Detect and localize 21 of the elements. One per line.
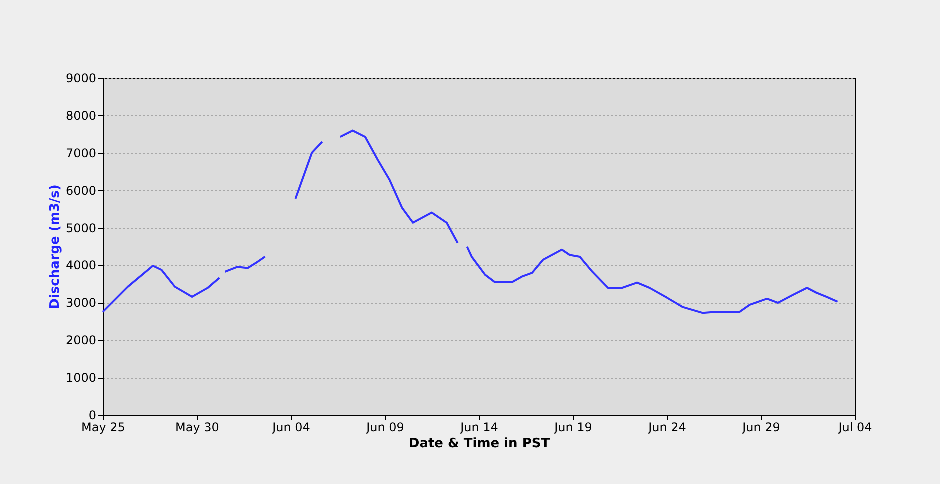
y-tick-label: 5000: [66, 221, 96, 236]
x-tick-label: May 25: [82, 420, 126, 434]
x-axis-title: Date & Time in PST: [408, 436, 550, 452]
y-tick-label: 2000: [66, 334, 96, 348]
y-tick-label: 3000: [66, 296, 96, 310]
x-tick-label: Jun 29: [742, 420, 780, 434]
y-axis-title: Discharge (m3/s): [48, 184, 63, 310]
x-tick-label: Jun 24: [648, 420, 686, 434]
y-tick-label: 6000: [66, 184, 96, 198]
x-tick-label: Jun 19: [554, 420, 592, 434]
y-tick-label: 1000: [66, 371, 96, 386]
y-tick-label: 0: [88, 408, 96, 422]
x-tick-label: Jun 04: [272, 420, 310, 434]
x-tick-label: Jun 09: [366, 420, 404, 434]
y-tick-label: 9000: [66, 72, 96, 86]
y-tick-label: 4000: [66, 258, 96, 273]
y-tick-label: 7000: [66, 146, 96, 160]
x-tick-label: May 30: [176, 420, 220, 434]
x-tick-label: Jun 14: [460, 420, 498, 434]
y-tick-label: 8000: [66, 108, 96, 123]
x-tick-label: Jul 04: [838, 420, 872, 434]
